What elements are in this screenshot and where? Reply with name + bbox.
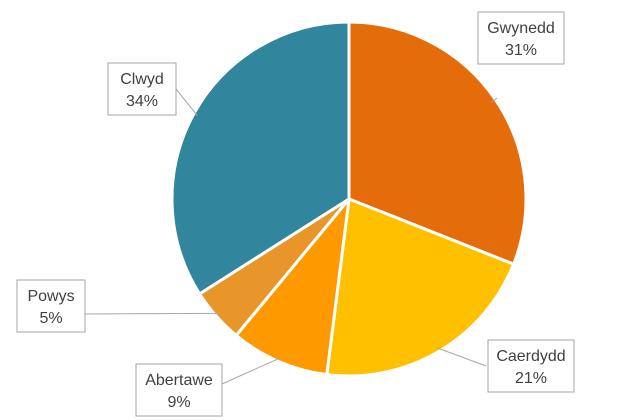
data-label-value: 34% bbox=[126, 93, 158, 110]
data-label-box bbox=[487, 339, 575, 393]
data-label-box bbox=[16, 279, 86, 333]
data-label-gwynedd: Gwynedd 31% bbox=[477, 11, 565, 65]
leader-lines-layer bbox=[84, 88, 498, 385]
data-label-box bbox=[477, 11, 565, 65]
leader-line-abertawe bbox=[221, 357, 281, 385]
data-label-clwyd: Clwyd 34% bbox=[107, 62, 177, 116]
data-label-category: Powys bbox=[27, 288, 74, 305]
data-label-value: 31% bbox=[505, 42, 537, 59]
slices-layer bbox=[170, 20, 528, 378]
data-label-category: Abertawe bbox=[145, 372, 213, 389]
leader-line-gwynedd bbox=[491, 97, 498, 103]
data-label-box bbox=[135, 363, 223, 417]
pie-slice-abertawe bbox=[234, 197, 351, 377]
data-label-value: 9% bbox=[167, 394, 190, 411]
leader-line-clwyd bbox=[175, 88, 198, 117]
pie-slice-caerdydd bbox=[325, 197, 516, 378]
data-label-category: Gwynedd bbox=[487, 20, 555, 37]
data-label-category: Caerdydd bbox=[496, 348, 565, 365]
leader-line-powys bbox=[84, 312, 220, 315]
data-label-value: 5% bbox=[39, 310, 62, 327]
data-label-caerdydd: Caerdydd 21% bbox=[487, 339, 575, 393]
data-label-box bbox=[107, 62, 177, 116]
leader-line-caerdydd bbox=[436, 347, 487, 367]
data-labels-layer: Gwynedd 31% Caerdydd 21% Abertawe 9% Powys 5% Cl… bbox=[16, 11, 575, 417]
data-label-value: 21% bbox=[515, 370, 547, 387]
pie-slice-clwyd bbox=[170, 20, 351, 296]
data-label-powys: Powys 5% bbox=[16, 279, 86, 333]
data-label-category: Clwyd bbox=[120, 71, 164, 88]
data-label-abertawe: Abertawe 9% bbox=[135, 363, 223, 417]
